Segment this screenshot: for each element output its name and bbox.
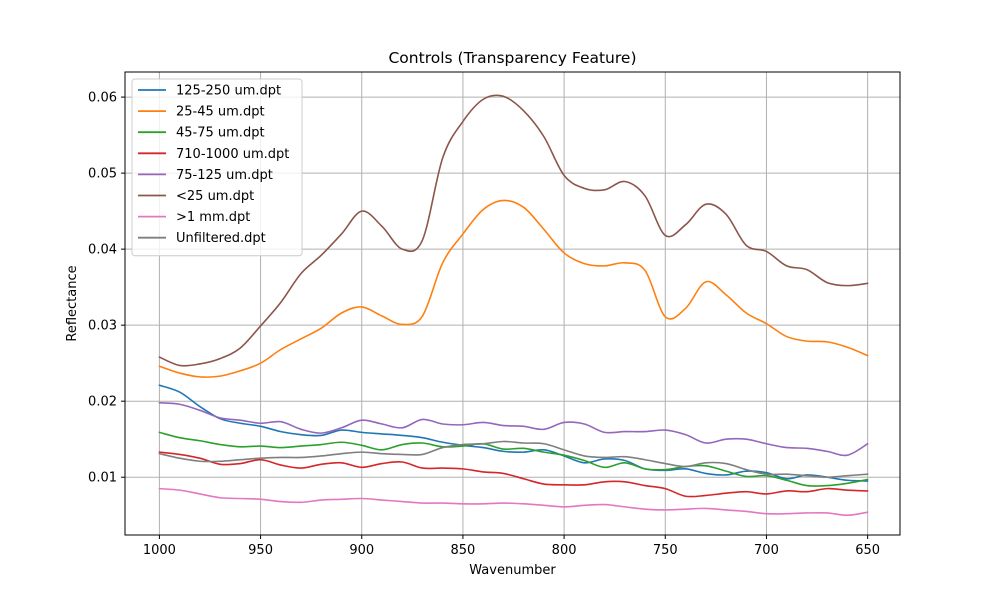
x-axis-label: Wavenumber [469,563,556,578]
series-line-25-45-um-dpt [158,199,869,378]
y-tick-label: 0.06 [88,91,117,106]
legend-label: 75-125 um.dpt [176,168,273,183]
legend-label: <25 um.dpt [176,189,254,204]
series-line-1-mm-dpt [158,487,869,517]
legend-box [131,78,303,257]
series-line-25-um-dpt [158,94,869,367]
x-tick-label: 1000 [143,543,176,558]
legend-label: Unfiltered.dpt [176,231,266,246]
legend-label: 25-45 um.dpt [176,105,265,120]
series-line-125-250-um-dpt [158,384,869,482]
x-tick-label: 650 [855,543,880,558]
y-tick-label: 0.04 [88,243,117,258]
series-line-75-125-um-dpt [158,401,869,457]
series-line-45-75-um-dpt [158,431,869,487]
y-tick-label: 0.05 [88,167,117,182]
legend-label: >1 mm.dpt [176,210,250,225]
series-layer [158,94,869,517]
y-tick-label: 0.03 [88,319,117,334]
legend-label: 710-1000 um.dpt [176,147,289,162]
legend-label: 45-75 um.dpt [176,126,265,141]
axes-frame [124,71,901,536]
x-tick-label: 700 [754,543,779,558]
x-tick-label: 800 [552,543,577,558]
x-tick-label: 950 [248,543,273,558]
ticks: 1000 950 900 850 800 750 700 650 0.01 0.02 0.03 0.0… [88,91,880,558]
x-tick-label: 900 [349,543,374,558]
series-line-unfiltered-dpt [158,440,869,479]
legend: 125-250 um.dpt 25-45 um.dpt 45-75 um.dpt 71… [131,78,303,257]
grid [125,72,900,535]
chart-title: Controls (Transparency Feature) [388,49,636,67]
series-line-710-1000-um-dpt [158,451,869,498]
x-tick-label: 750 [653,543,678,558]
x-tick-label: 850 [451,543,476,558]
legend-label: 125-250 um.dpt [176,84,281,99]
y-tick-label: 0.01 [88,471,117,486]
y-tick-label: 0.02 [88,395,117,410]
y-axis-label: Reflectance [65,265,80,341]
